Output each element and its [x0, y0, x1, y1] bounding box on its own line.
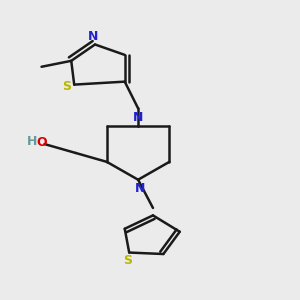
Text: S: S [62, 80, 71, 93]
Text: N: N [134, 182, 145, 194]
Text: N: N [133, 111, 143, 124]
Text: H: H [27, 135, 37, 148]
Text: O: O [36, 136, 47, 149]
Text: S: S [123, 254, 132, 267]
Text: N: N [87, 30, 98, 43]
